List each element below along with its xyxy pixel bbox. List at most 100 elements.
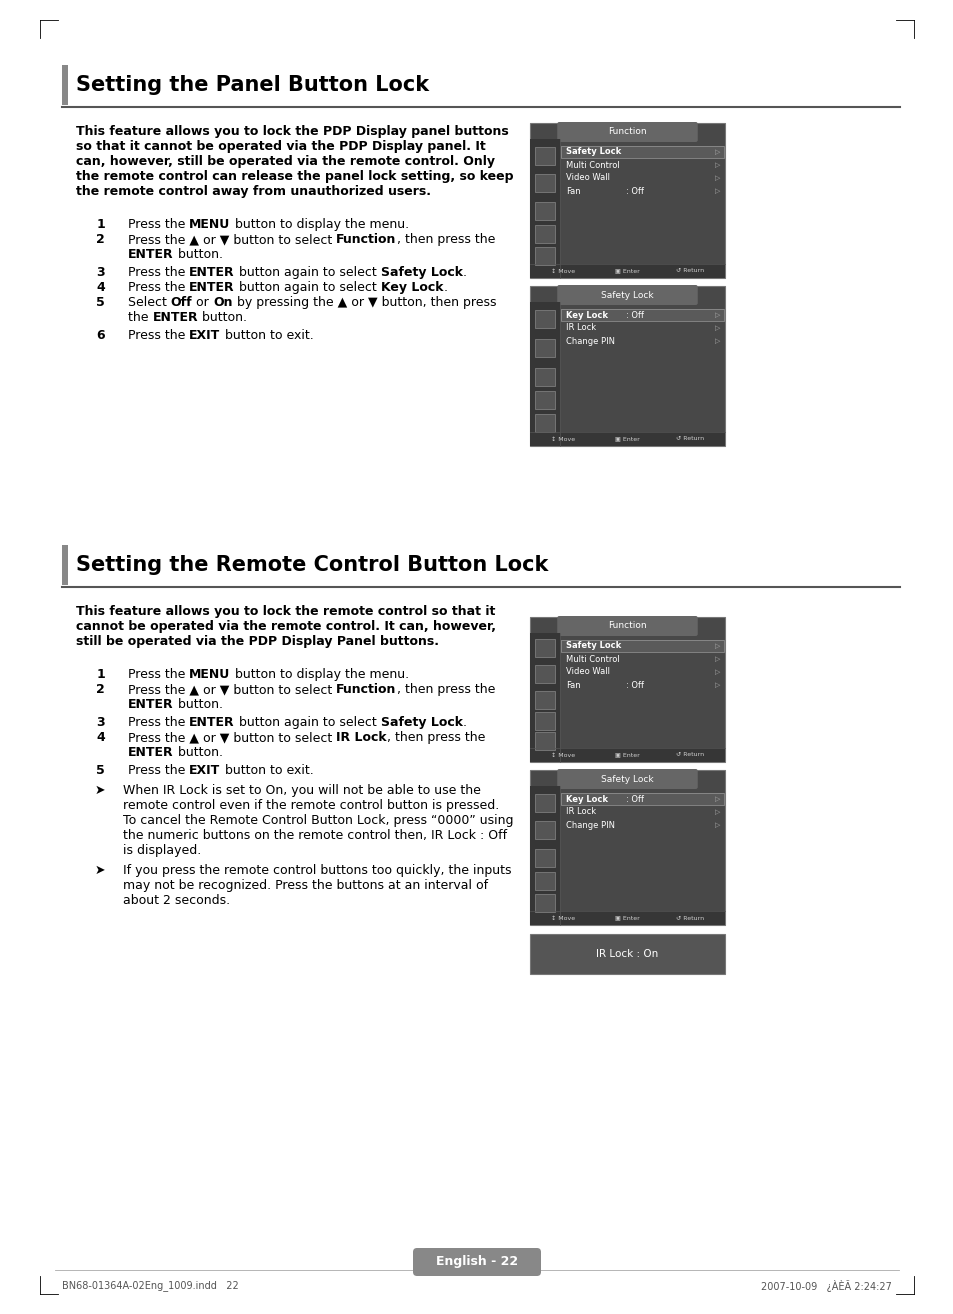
Text: Safety Lock: Safety Lock	[565, 147, 620, 156]
Bar	[535, 339, 555, 357]
Text: Key Lock: Key Lock	[565, 310, 607, 319]
Text: button to exit.: button to exit.	[220, 328, 313, 342]
FancyBboxPatch shape	[557, 285, 697, 305]
Bar	[535, 247, 555, 264]
Text: ↺ Return: ↺ Return	[675, 753, 703, 757]
Bar	[530, 934, 724, 974]
Bar	[560, 640, 723, 652]
Text: 4: 4	[96, 731, 105, 744]
Text: Safety Lock: Safety Lock	[380, 265, 462, 279]
Text: so that it cannot be operated via the PDP Display panel. It: so that it cannot be operated via the PD…	[76, 141, 485, 152]
Text: button again to select: button again to select	[234, 265, 380, 279]
Text: the remote control away from unauthorized users.: the remote control away from unauthorize…	[76, 185, 431, 198]
Text: Video Wall: Video Wall	[565, 173, 609, 183]
Text: still be operated via the PDP Display Panel buttons.: still be operated via the PDP Display Pa…	[76, 635, 438, 648]
Text: MENU: MENU	[190, 218, 231, 231]
Text: On: On	[213, 296, 233, 309]
Bar	[560, 640, 723, 652]
Text: ▷: ▷	[714, 175, 720, 181]
Text: cannot be operated via the remote control. It can, however,: cannot be operated via the remote contro…	[76, 620, 496, 633]
Text: EXIT: EXIT	[190, 328, 220, 342]
Bar	[535, 712, 555, 729]
Bar	[530, 911, 724, 925]
Text: button to exit.: button to exit.	[220, 763, 313, 777]
Text: remote control even if the remote control button is pressed.: remote control even if the remote contro…	[123, 799, 498, 812]
Bar	[530, 633, 559, 762]
Text: button.: button.	[173, 698, 222, 711]
Text: .: .	[443, 281, 447, 294]
Text: 3: 3	[96, 716, 105, 729]
Text: the: the	[128, 311, 152, 325]
Text: ▣ Enter: ▣ Enter	[615, 268, 639, 273]
Text: .: .	[462, 265, 466, 279]
FancyBboxPatch shape	[557, 616, 697, 636]
Bar	[530, 770, 724, 925]
Text: Safety Lock: Safety Lock	[600, 774, 653, 783]
Text: This feature allows you to lock the PDP Display panel buttons: This feature allows you to lock the PDP …	[76, 125, 508, 138]
Text: Press the: Press the	[128, 763, 190, 777]
Text: Press the ▲ or ▼ button to select: Press the ▲ or ▼ button to select	[128, 233, 335, 246]
Text: ▷: ▷	[714, 643, 720, 649]
Text: Key Lock: Key Lock	[565, 795, 607, 803]
Text: IR Lock: IR Lock	[335, 731, 387, 744]
Bar	[62, 64, 68, 105]
Text: by pressing the ▲ or ▼ button, then press: by pressing the ▲ or ▼ button, then pres…	[233, 296, 496, 309]
Text: , then press the: , then press the	[396, 233, 495, 246]
Text: Video Wall: Video Wall	[565, 668, 609, 677]
Text: ▣ Enter: ▣ Enter	[615, 916, 639, 921]
Bar	[535, 640, 555, 657]
Text: ENTER: ENTER	[190, 281, 234, 294]
Bar	[535, 310, 555, 328]
Text: EXIT: EXIT	[190, 763, 220, 777]
Text: ENTER: ENTER	[128, 698, 173, 711]
Text: IR Lock : On: IR Lock : On	[596, 949, 658, 959]
Bar	[530, 302, 559, 445]
Text: 2007-10-09   ¿ÀÈÃ 2:24:27: 2007-10-09 ¿ÀÈÃ 2:24:27	[760, 1280, 891, 1292]
Bar	[560, 309, 723, 321]
Bar	[535, 665, 555, 683]
Text: Setting the Remote Control Button Lock: Setting the Remote Control Button Lock	[76, 555, 548, 576]
Text: , then press the: , then press the	[396, 683, 495, 696]
Bar	[535, 202, 555, 221]
Text: button again to select: button again to select	[234, 281, 380, 294]
Text: 4: 4	[96, 281, 105, 294]
Text: Multi Control: Multi Control	[565, 160, 619, 170]
Text: ▷: ▷	[714, 796, 720, 802]
Text: Function: Function	[608, 622, 646, 631]
Bar	[535, 175, 555, 192]
Text: ▷: ▷	[714, 338, 720, 344]
Text: : Off: : Off	[625, 187, 643, 196]
Bar	[535, 691, 555, 710]
Bar	[535, 894, 555, 912]
Text: ▷: ▷	[714, 325, 720, 331]
Bar	[530, 618, 724, 762]
Text: ↺ Return: ↺ Return	[675, 916, 703, 921]
Bar	[560, 794, 723, 805]
Bar	[62, 545, 68, 585]
Text: ➤: ➤	[94, 784, 105, 798]
Text: ENTER: ENTER	[128, 248, 173, 261]
Text: ↕ Move: ↕ Move	[551, 916, 575, 921]
Bar	[530, 748, 724, 762]
Text: 5: 5	[96, 763, 105, 777]
Text: This feature allows you to lock the remote control so that it: This feature allows you to lock the remo…	[76, 604, 495, 618]
Text: ENTER: ENTER	[190, 265, 234, 279]
Text: Select: Select	[128, 296, 171, 309]
Bar	[535, 821, 555, 840]
Bar	[535, 225, 555, 243]
Bar	[530, 432, 724, 445]
Text: Safety Lock: Safety Lock	[380, 716, 462, 729]
Bar	[530, 786, 559, 925]
Text: the remote control can release the panel lock setting, so keep: the remote control can release the panel…	[76, 170, 513, 183]
Text: To cancel the Remote Control Button Lock, press “0000” using: To cancel the Remote Control Button Lock…	[123, 813, 513, 827]
Text: Multi Control: Multi Control	[565, 654, 619, 664]
Text: When IR Lock is set to On, you will not be able to use the: When IR Lock is set to On, you will not …	[123, 784, 480, 798]
Text: Fan: Fan	[565, 187, 580, 196]
Bar	[560, 146, 723, 158]
Text: ENTER: ENTER	[128, 746, 173, 759]
Text: Press the: Press the	[128, 218, 190, 231]
Text: 5: 5	[96, 296, 105, 309]
Text: the numeric buttons on the remote control then, IR Lock : Off: the numeric buttons on the remote contro…	[123, 829, 507, 842]
Text: Change PIN: Change PIN	[565, 336, 615, 346]
Bar	[530, 124, 724, 279]
